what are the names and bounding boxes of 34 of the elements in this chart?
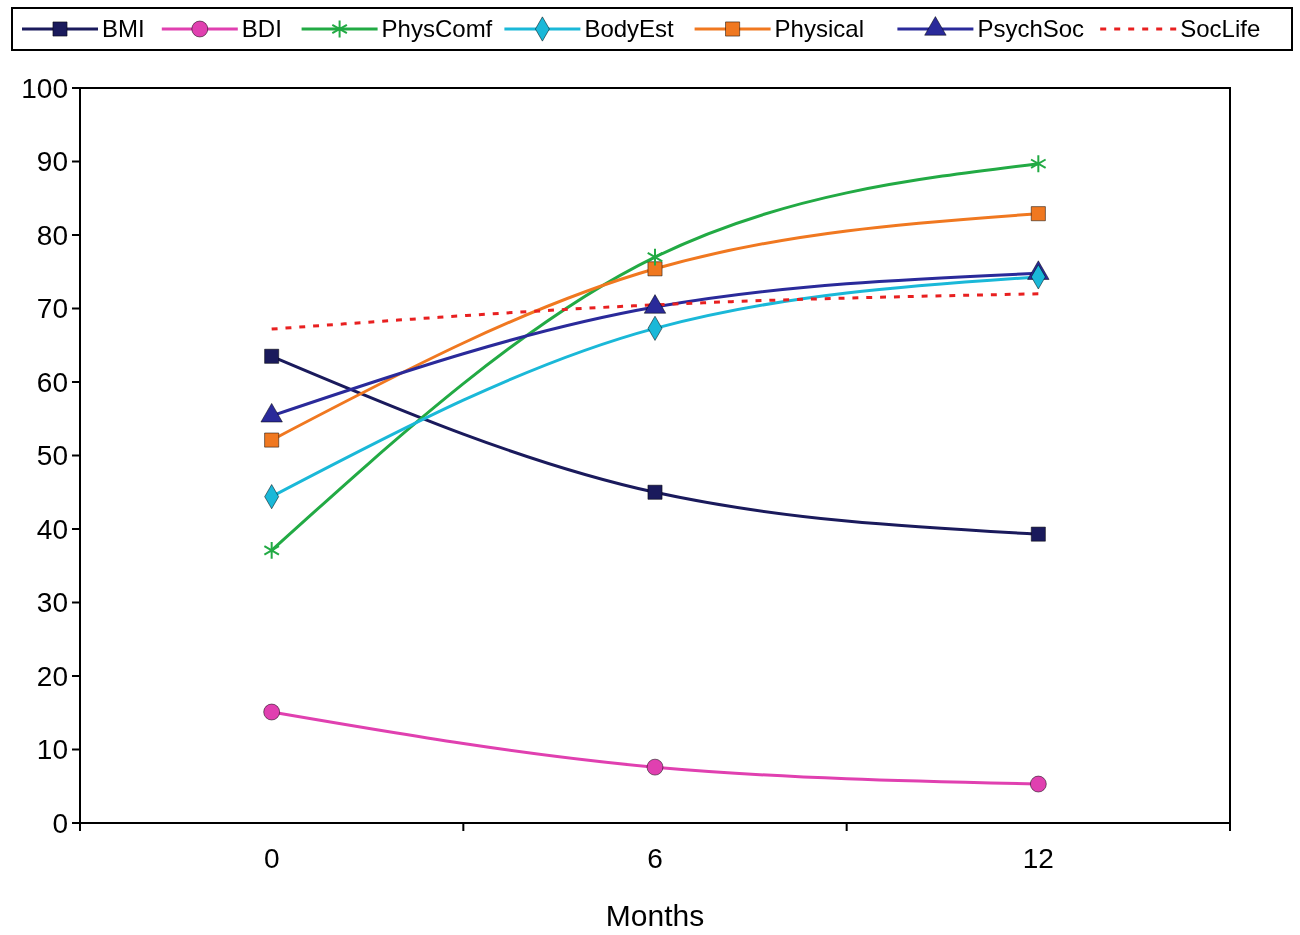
y-tick-label: 10	[36, 734, 68, 766]
point	[647, 484, 663, 500]
legend-label: SocLife	[1180, 15, 1261, 43]
x-tick-label: 12	[1022, 843, 1054, 874]
point	[646, 247, 664, 267]
x-tick-label: 6	[647, 843, 663, 874]
point	[263, 540, 280, 560]
point	[646, 758, 664, 776]
point	[1031, 526, 1046, 542]
y-tick-label: 70	[36, 293, 68, 325]
legend-label: Physical	[774, 15, 864, 43]
point	[647, 261, 663, 277]
point	[1030, 154, 1047, 174]
y-tick-label: 90	[36, 146, 68, 178]
x-tick-label: 0	[263, 843, 280, 874]
point	[1030, 775, 1047, 793]
x-axis-title: Months	[605, 899, 705, 932]
legend-label: BodyEst	[584, 15, 675, 43]
y-tick-label: 80	[36, 219, 68, 251]
legend-label: BMI	[102, 15, 145, 43]
y-tick-label: 40	[36, 513, 68, 545]
point	[264, 348, 279, 364]
y-tick-label: 100	[21, 72, 68, 104]
point	[263, 703, 280, 721]
point	[1031, 206, 1046, 222]
point	[264, 432, 279, 448]
legend-label: PsychSoc	[977, 15, 1085, 43]
y-tick-label: 60	[36, 366, 68, 398]
y-tick-label: 20	[36, 660, 68, 692]
legend-label: PhysComf	[381, 15, 493, 43]
legend-label: BDI	[241, 15, 282, 43]
y-tick-label: 30	[36, 587, 68, 619]
y-tick-label: 0	[52, 807, 68, 839]
y-tick-label: 50	[36, 440, 68, 472]
